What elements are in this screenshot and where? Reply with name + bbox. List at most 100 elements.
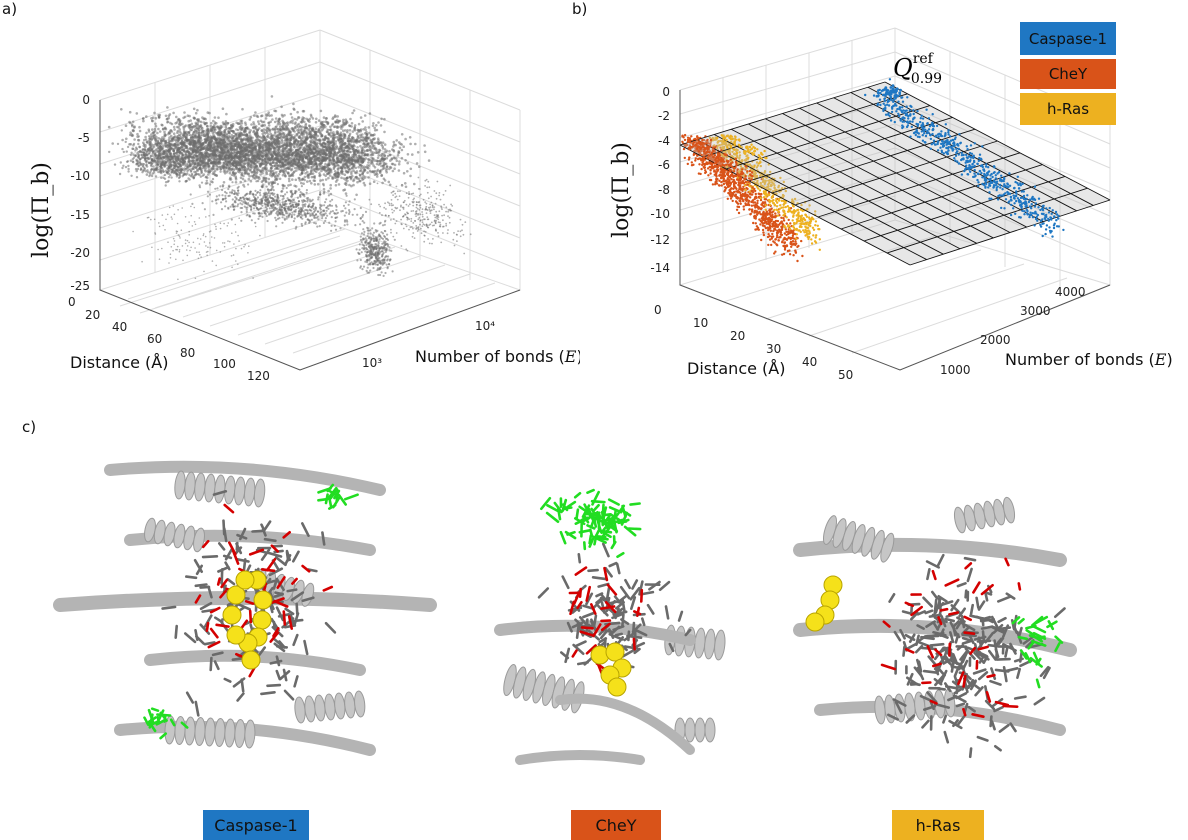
chart-a-point [375, 124, 378, 127]
chart-a-point [365, 166, 368, 169]
chart-a-point [264, 176, 268, 180]
chart-a-point [381, 181, 384, 185]
chart-a-point [254, 144, 258, 148]
chart-a-point [184, 136, 188, 140]
chart-a-point [372, 138, 375, 141]
chart-a-point [266, 129, 269, 133]
chart-a-point [204, 138, 207, 141]
chart-a-point [200, 171, 203, 175]
chart-a-point [364, 126, 367, 129]
chart-a-point [173, 143, 176, 146]
chart-a-point [127, 164, 130, 168]
chart-a-point [271, 128, 274, 131]
chart-a-point [392, 145, 395, 148]
chart-a-point [291, 164, 295, 168]
chart-a-point [158, 113, 162, 117]
chart-a-point [334, 115, 337, 118]
chart-a-point [245, 134, 249, 137]
chart-a-point [336, 146, 339, 149]
chart-a-point [226, 122, 230, 125]
chart-a-point [213, 136, 217, 139]
chart-a-point [339, 159, 343, 163]
chart-a-point [122, 150, 126, 154]
chart-a-point [173, 128, 176, 131]
chart-a-point [332, 156, 335, 159]
chart-a-point [241, 177, 245, 181]
chart-a-point [342, 123, 346, 127]
chart-a-point [287, 184, 290, 187]
chart-a-point [331, 136, 335, 140]
chart-a-point [283, 184, 286, 188]
chart-a-point [170, 176, 173, 179]
chart-a-point [156, 146, 160, 150]
chart-a-point [175, 121, 179, 124]
chart-a-point [340, 170, 344, 173]
chart-a-point [234, 178, 238, 181]
chart-a-point [350, 122, 354, 125]
chart-a-point [244, 143, 248, 147]
chart-a-point [124, 165, 128, 169]
chart-a-point [322, 187, 326, 191]
chart-a-point [129, 131, 132, 134]
chart-a-point [161, 124, 164, 127]
chart-a-point [172, 150, 175, 153]
chart-a-point [345, 177, 348, 180]
chart-a-point [184, 163, 187, 166]
chart-a-point [314, 127, 318, 131]
chart-a-point [229, 176, 232, 180]
chart-a-point [125, 150, 128, 153]
chart-a-point [357, 165, 360, 169]
chart-a-point [284, 159, 288, 162]
chart-a-point [181, 163, 185, 167]
chart-a-point [371, 144, 375, 147]
chart-a-point [208, 139, 211, 143]
chart-a-point [191, 156, 195, 159]
chart-a-point [291, 121, 294, 125]
chart-a-point [195, 154, 198, 158]
chart-a-point [295, 149, 298, 152]
chart-a-point [247, 149, 250, 152]
chart-a-point [365, 142, 369, 146]
chart-a-point [271, 118, 274, 121]
chart-a-point [294, 121, 297, 124]
chart-a-point [196, 135, 200, 139]
chart-a-point [415, 162, 419, 165]
chart-a-point [177, 168, 180, 172]
chart-a-point [167, 116, 170, 120]
chart-a-point [176, 156, 179, 159]
chart-a-point [398, 160, 401, 163]
chart-a-point [305, 163, 309, 166]
chart-a-point [137, 142, 140, 146]
chart-a-point [339, 133, 342, 136]
chart-a-point [178, 180, 181, 183]
chart-a-point [337, 154, 341, 158]
chart-a-point [138, 146, 141, 149]
chart-a-point [352, 150, 355, 153]
chart-a-point [348, 150, 351, 154]
chart-a-point [187, 131, 190, 134]
chart-a-point [353, 138, 357, 142]
chart-a-point [350, 125, 353, 128]
chart-a-point [368, 112, 372, 115]
chart-a-point [153, 159, 156, 162]
chart-a-point [286, 156, 290, 159]
chart-a-point [252, 129, 256, 133]
chart-a-point [234, 132, 237, 136]
chart-a-point [131, 157, 134, 161]
chart-a-point [358, 163, 361, 166]
chart-a-point [236, 168, 239, 171]
chart-a-point [316, 182, 320, 186]
chart-a-point [212, 146, 216, 150]
chart-a-point [341, 129, 345, 132]
chart-a-point [237, 122, 240, 125]
chart-a-point [215, 142, 218, 145]
chart-a-point [302, 109, 306, 113]
chart-a-point [306, 173, 310, 177]
chart-a-point [327, 168, 330, 171]
chart-a-point [297, 116, 301, 119]
chart-a-point [333, 125, 337, 128]
chart-a-point [351, 167, 354, 170]
chart-a-point [204, 176, 207, 179]
chart-a-point [257, 157, 260, 160]
chart-a-point [228, 131, 231, 135]
